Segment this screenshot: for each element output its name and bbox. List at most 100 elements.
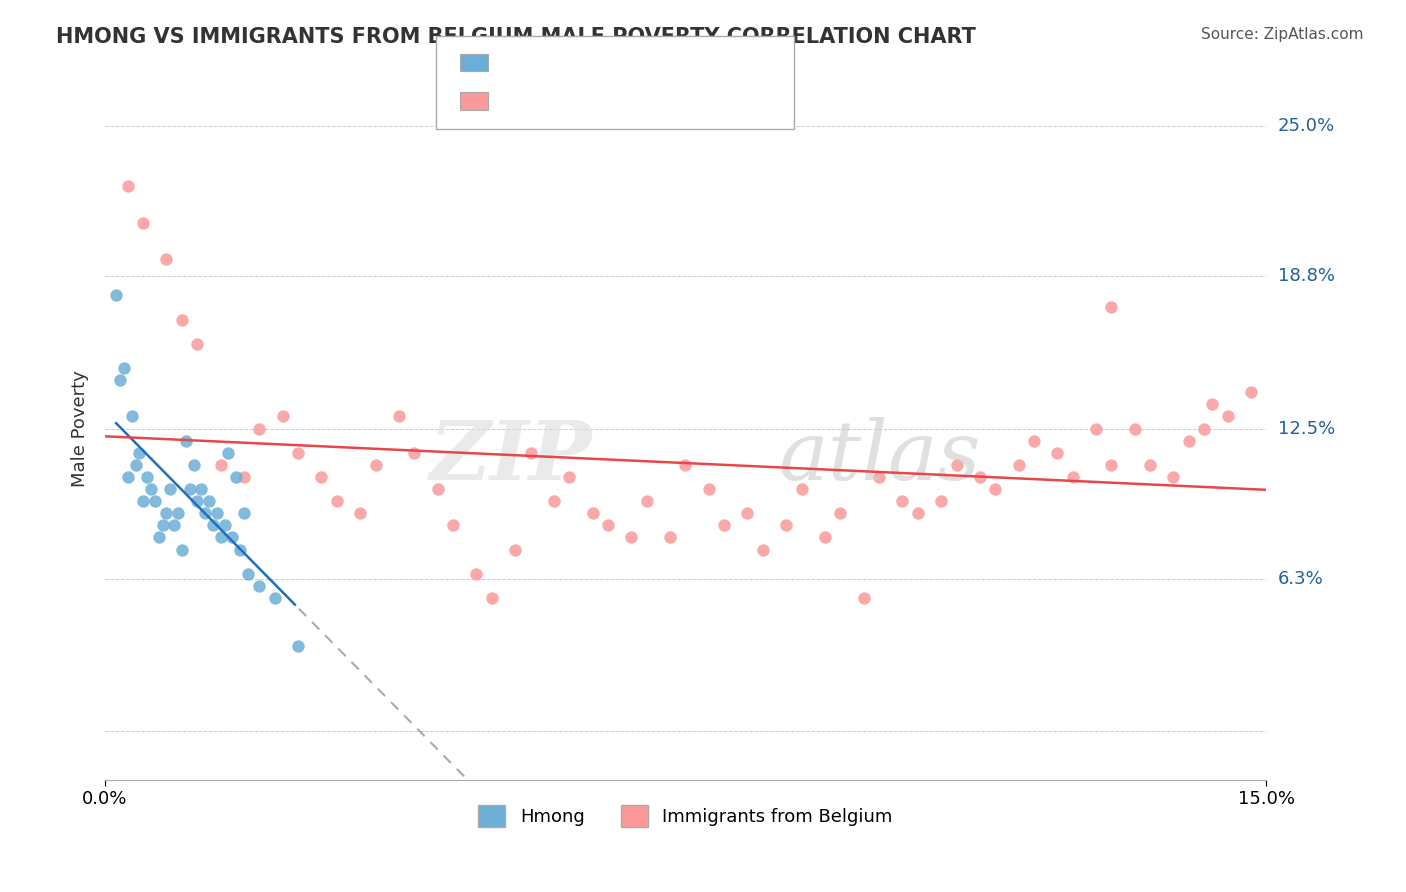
Point: [194, 506, 217, 520]
Text: N =: N =: [605, 92, 641, 110]
Point: [790, 482, 813, 496]
Point: [1085, 421, 1108, 435]
Legend: Hmong, Immigrants from Belgium: Hmong, Immigrants from Belgium: [471, 797, 900, 834]
Point: [209, 531, 232, 545]
Point: [233, 470, 256, 484]
Point: [1139, 458, 1161, 472]
Point: [174, 434, 197, 448]
Point: [190, 482, 212, 496]
Point: [814, 531, 837, 545]
Point: [984, 482, 1007, 496]
Point: [852, 591, 875, 605]
Point: [1062, 470, 1084, 484]
Point: [271, 409, 294, 424]
Point: [186, 336, 208, 351]
Point: [1123, 421, 1146, 435]
Point: [124, 458, 146, 472]
Text: 18.8%: 18.8%: [1278, 267, 1334, 285]
Point: [519, 446, 541, 460]
Text: Source: ZipAtlas.com: Source: ZipAtlas.com: [1201, 27, 1364, 42]
Text: R =: R =: [499, 92, 536, 110]
Point: [205, 506, 228, 520]
Point: [136, 470, 159, 484]
Point: [1178, 434, 1201, 448]
Point: [404, 446, 426, 460]
Point: [907, 506, 929, 520]
Point: [775, 518, 797, 533]
Point: [170, 312, 193, 326]
Point: [167, 506, 190, 520]
Point: [481, 591, 503, 605]
Point: [249, 421, 271, 435]
Point: [201, 518, 224, 533]
Point: [945, 458, 967, 472]
Point: [1163, 470, 1185, 484]
Point: [214, 518, 236, 533]
Point: [311, 470, 333, 484]
Text: 6.3%: 6.3%: [1278, 570, 1323, 588]
Point: [233, 506, 256, 520]
Point: [1007, 458, 1029, 472]
Point: [264, 591, 287, 605]
Point: [1101, 301, 1123, 315]
Point: [152, 518, 174, 533]
Point: [697, 482, 720, 496]
Point: [143, 494, 166, 508]
Point: [112, 361, 135, 376]
Point: [364, 458, 387, 472]
Point: [891, 494, 914, 508]
Point: [929, 494, 952, 508]
Point: [249, 579, 271, 593]
Point: [179, 482, 201, 496]
Text: atlas: atlas: [779, 417, 981, 497]
Point: [170, 542, 193, 557]
Point: [132, 216, 155, 230]
Point: [159, 482, 181, 496]
Point: [737, 506, 759, 520]
Point: [349, 506, 371, 520]
Point: [229, 542, 252, 557]
Point: [1101, 458, 1123, 472]
Point: [105, 288, 128, 302]
Point: [868, 470, 890, 484]
Point: [1022, 434, 1045, 448]
Text: 0.142: 0.142: [538, 92, 603, 110]
Point: [830, 506, 852, 520]
Point: [1216, 409, 1239, 424]
Text: -0.484: -0.484: [538, 54, 598, 71]
Point: [117, 470, 139, 484]
Point: [441, 518, 464, 533]
Point: [1194, 421, 1216, 435]
Point: [543, 494, 565, 508]
Point: [1046, 446, 1069, 460]
Point: [155, 252, 177, 266]
Point: [148, 531, 170, 545]
Point: [581, 506, 603, 520]
Point: [1240, 385, 1263, 400]
Point: [132, 494, 155, 508]
Point: [713, 518, 735, 533]
Point: [108, 373, 131, 387]
Point: [675, 458, 697, 472]
Text: HMONG VS IMMIGRANTS FROM BELGIUM MALE POVERTY CORRELATION CHART: HMONG VS IMMIGRANTS FROM BELGIUM MALE PO…: [56, 27, 976, 46]
Point: [326, 494, 349, 508]
Text: R =: R =: [499, 54, 536, 71]
Point: [1201, 397, 1223, 411]
Point: [558, 470, 581, 484]
Point: [209, 458, 232, 472]
Point: [128, 446, 150, 460]
Point: [198, 494, 221, 508]
Y-axis label: Male Poverty: Male Poverty: [72, 370, 89, 487]
Point: [752, 542, 775, 557]
Point: [596, 518, 619, 533]
Point: [186, 494, 208, 508]
Point: [139, 482, 162, 496]
Point: [163, 518, 186, 533]
Point: [217, 446, 239, 460]
Point: [287, 640, 309, 654]
Point: [388, 409, 411, 424]
Point: [620, 531, 643, 545]
Point: [636, 494, 658, 508]
Point: [183, 458, 205, 472]
Point: [155, 506, 177, 520]
